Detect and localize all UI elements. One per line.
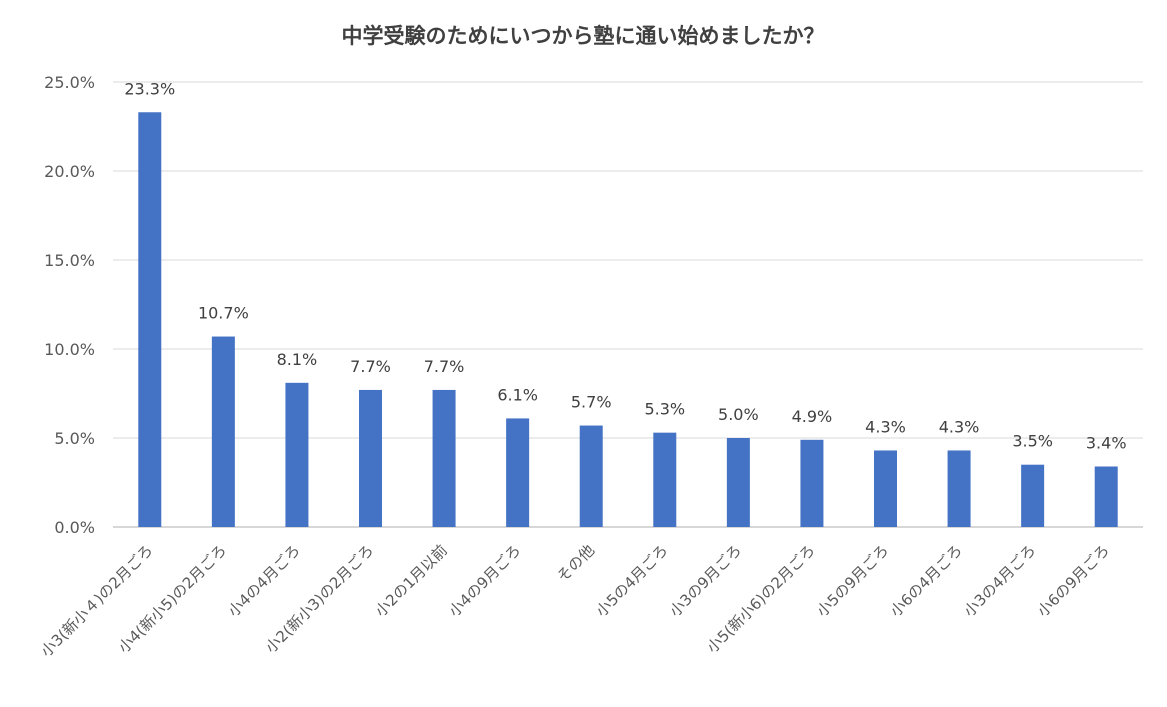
bar [1021,464,1045,527]
data-label: 10.7% [198,304,249,323]
bar [506,418,530,527]
data-label: 5.3% [644,400,685,419]
data-labels: 23.3% 10.7% 8.1% 7.7% 7.7% 6.1% 5.7% 5.3% 5.0% 4.… [124,79,1126,452]
data-label: 5.7% [571,393,612,412]
y-tick-label: 10.0% [44,340,95,359]
data-label: 7.7% [350,357,391,376]
y-tick-label: 5.0% [54,429,95,448]
x-tick-label: 小2の1月以前 [372,541,451,620]
data-label: 4.3% [939,417,980,436]
data-label: 8.1% [277,350,318,369]
x-tick-label: 小5の4月ごろ [592,541,671,620]
bar [211,336,235,527]
bar [432,389,456,527]
data-label: 5.0% [718,405,759,424]
bar [359,389,382,527]
y-tick-label: 25.0% [44,73,95,92]
bar [726,438,750,527]
x-tick-label: 小4の4月ごろ [224,541,303,620]
gridlines [113,81,1143,528]
bar [138,112,162,527]
data-label: 23.3% [124,79,175,98]
data-label: 7.7% [424,357,465,376]
data-label: 3.5% [1012,432,1053,451]
x-tick-label: 小3の9月ごろ [666,541,745,620]
bar [874,450,897,527]
y-tick-label: 0.0% [54,518,95,537]
bar [653,432,677,527]
y-tick-label: 20.0% [44,162,95,181]
x-tick-label: 小6の4月ごろ [887,541,966,620]
x-tick-label: その他 [553,541,598,586]
bars [138,112,1118,527]
data-label: 4.3% [865,417,906,436]
chart-title: 中学受験のためにいつから塾に通い始めましたか？ [342,24,825,48]
x-tick-label: 小3の4月ごろ [960,541,1039,620]
x-axis-ticks: 小3(新小４)の2月ごろ小4(新小5)の2月ごろ小4の4月ごろ小2(新小3)の2… [37,541,1113,660]
data-label: 4.9% [792,407,833,426]
x-tick-label: 小5の9月ごろ [813,541,892,620]
data-label: 6.1% [497,385,538,404]
bar [285,382,309,527]
y-tick-label: 15.0% [44,251,95,270]
x-tick-label: 小6の9月ごろ [1034,541,1113,620]
x-tick-label: 小4の9月ごろ [445,541,524,620]
bar [800,439,824,527]
bar [947,450,971,527]
bar [1094,466,1118,527]
y-axis-ticks: 0.0% 5.0% 10.0% 15.0% 20.0% 25.0% [44,73,95,537]
data-label: 3.4% [1086,433,1127,452]
bar [579,425,603,527]
